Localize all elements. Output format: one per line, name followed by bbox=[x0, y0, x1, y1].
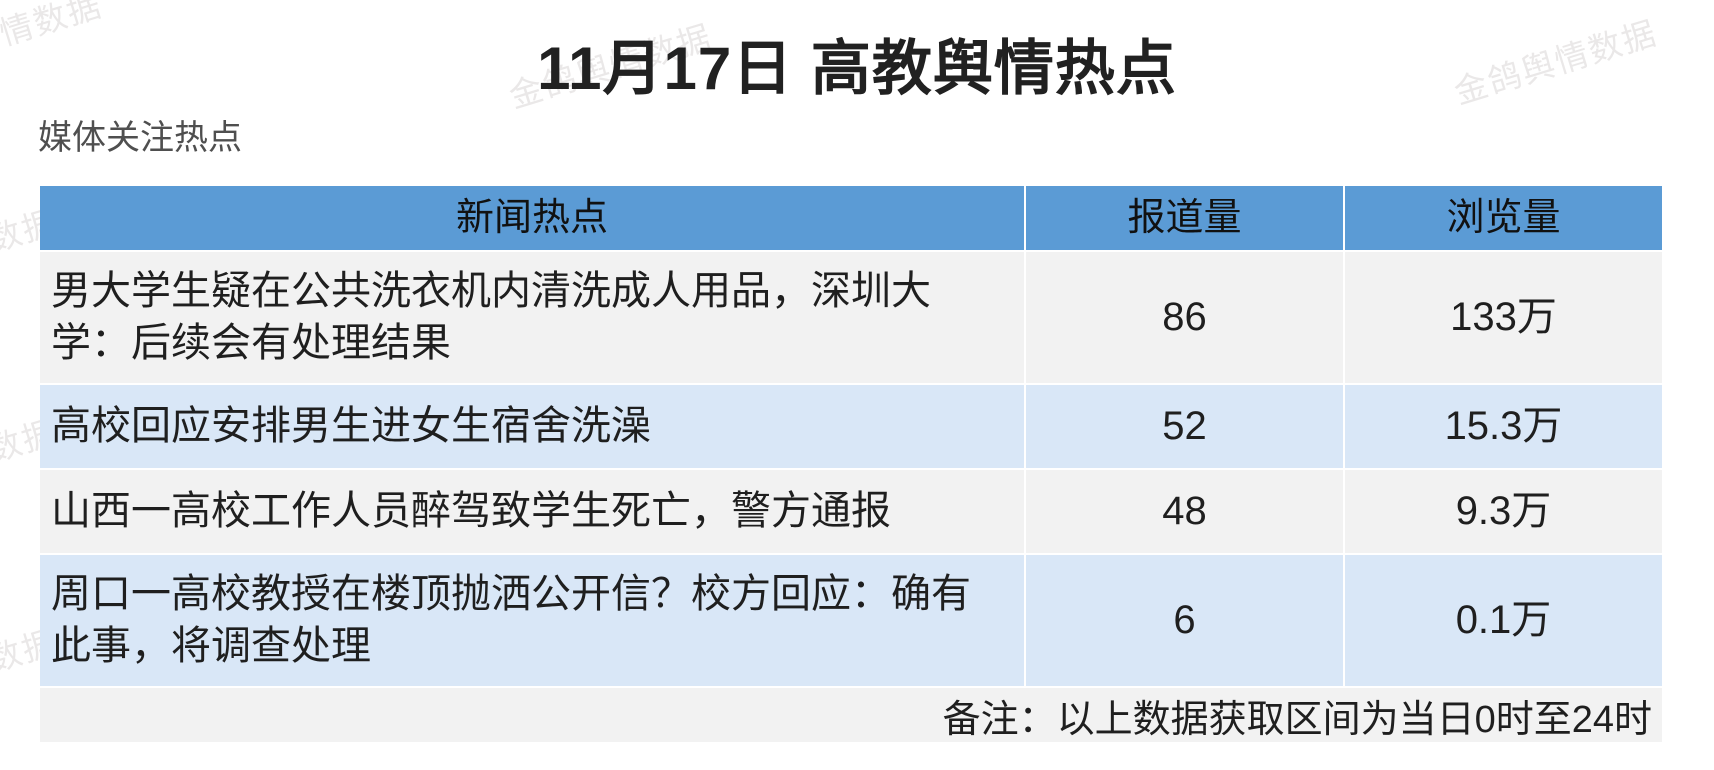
report-count: 48 bbox=[1026, 470, 1345, 553]
news-topic: 高校回应安排男生进女生宿舍洗澡 bbox=[40, 385, 1026, 468]
table-footer-note: 备注：以上数据获取区间为当日0时至24时 bbox=[40, 688, 1662, 742]
table-row: 高校回应安排男生进女生宿舍洗澡 52 15.3万 bbox=[40, 385, 1662, 470]
table-row: 男大学生疑在公共洗衣机内清洗成人用品，深圳大学：后续会有处理结果 86 133万 bbox=[40, 252, 1662, 385]
report-count: 52 bbox=[1026, 385, 1345, 468]
report-count: 86 bbox=[1026, 252, 1345, 383]
view-count: 0.1万 bbox=[1455, 597, 1552, 642]
header-news-hotspot: 新闻热点 bbox=[40, 186, 1026, 250]
news-topic: 山西一高校工作人员醉驾致学生死亡，警方通报 bbox=[40, 470, 1026, 553]
table-row: 山西一高校工作人员醉驾致学生死亡，警方通报 48 9.3万 bbox=[40, 470, 1662, 555]
table-row: 周口一高校教授在楼顶抛洒公开信？校方回应：确有此事，将调查处理 6 0.1万 bbox=[40, 555, 1662, 688]
news-topic: 周口一高校教授在楼顶抛洒公开信？校方回应：确有此事，将调查处理 bbox=[40, 555, 1026, 686]
view-count: 133万 bbox=[1450, 294, 1557, 339]
report-count: 6 bbox=[1026, 555, 1345, 686]
news-topic: 男大学生疑在公共洗衣机内清洗成人用品，深圳大学：后续会有处理结果 bbox=[40, 252, 1026, 383]
view-count: 9.3万 bbox=[1455, 488, 1552, 533]
view-count: 15.3万 bbox=[1444, 403, 1563, 448]
header-report-count: 报道量 bbox=[1026, 186, 1345, 250]
media-hotspots-table: 新闻热点 报道量 浏览量 男大学生疑在公共洗衣机内清洗成人用品，深圳大学：后续会… bbox=[40, 186, 1662, 742]
table-header-row: 新闻热点 报道量 浏览量 bbox=[40, 186, 1662, 252]
section-label: 媒体关注热点 bbox=[38, 119, 242, 157]
page-title: 11月17日 高教舆情热点 bbox=[537, 35, 1177, 102]
header-view-count: 浏览量 bbox=[1446, 196, 1561, 239]
